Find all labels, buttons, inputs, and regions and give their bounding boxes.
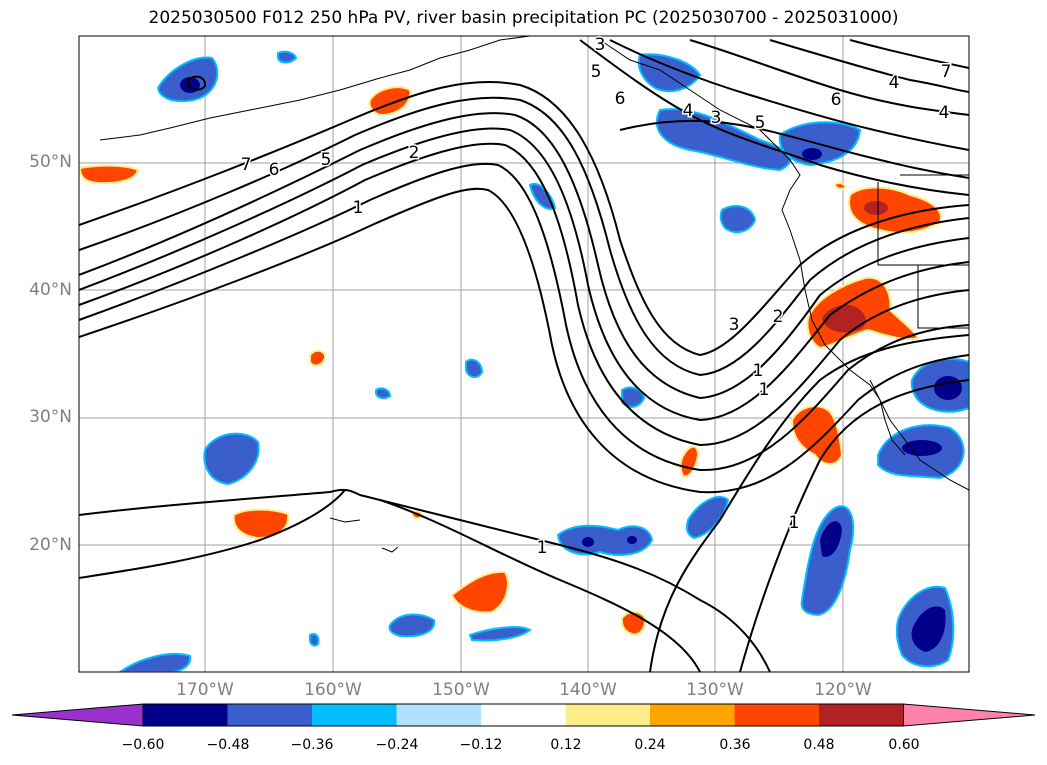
colorbar-tick-label: 0.60 [888, 737, 920, 753]
precip-negative-areas [118, 50, 969, 672]
contour-label: 1 [759, 380, 770, 400]
contour-label: 6 [615, 89, 626, 109]
contour-label: 4 [939, 103, 950, 123]
contour-label: 1 [537, 538, 548, 558]
lon-label-170w: 170°W [176, 680, 234, 700]
contour-label: 7 [941, 62, 952, 82]
contour-label: 6 [269, 160, 280, 180]
colorbar-tick-label: 0.36 [719, 737, 751, 753]
contour-label: 5 [591, 62, 602, 82]
pv-contours [79, 39, 969, 672]
colorbar-bin [565, 704, 651, 726]
lat-label-20n: 20°N [29, 535, 72, 555]
colorbar-extend-low [11, 703, 144, 727]
colorbar-bin [734, 704, 820, 726]
colorbar-bin [312, 704, 397, 726]
colorbar-tick-label: −0.36 [290, 737, 334, 753]
contour-label: 4 [683, 101, 694, 121]
contour-label: 2 [409, 143, 420, 163]
colorbar-bin [481, 704, 566, 726]
colorbar-outline [142, 703, 904, 727]
contour-label: 5 [321, 150, 332, 170]
lon-label-120w: 120°W [814, 680, 872, 700]
lon-label-130w: 130°W [686, 680, 744, 700]
colorbar-tick-label: 0.12 [550, 737, 582, 753]
contour-label: 3 [711, 108, 722, 128]
map-title: 2025030500 F012 250 hPa PV, river basin … [148, 8, 899, 28]
contour-label: 3 [595, 35, 606, 55]
colorbar-extend-high [903, 703, 1036, 727]
colorbar-tick-label: −0.48 [206, 737, 250, 753]
lat-label-30n: 30°N [29, 407, 72, 427]
contour-label: 1 [789, 513, 800, 533]
colorbar-bin [650, 704, 735, 726]
contour-label: 1 [353, 198, 364, 218]
contour-label: 2 [773, 307, 784, 327]
lat-label-40n: 40°N [29, 280, 72, 300]
colorbar-tick-label: −0.24 [375, 737, 419, 753]
lon-label-150w: 150°W [432, 680, 490, 700]
colorbar-bin [143, 704, 228, 726]
contour-label: 6 [831, 90, 842, 110]
colorbar-bin [819, 704, 904, 726]
contour-label: 4 [889, 73, 900, 93]
colorbar [11, 703, 1036, 727]
contour-label: 3 [729, 315, 740, 335]
lon-label-160w: 160°W [304, 680, 362, 700]
coastlines [99, 36, 969, 553]
contour-label: 7 [241, 155, 252, 175]
contour-label: 1 [753, 361, 764, 381]
colorbar-bin [227, 704, 313, 726]
lat-label-50n: 50°N [29, 152, 72, 172]
contour-label: 5 [755, 113, 766, 133]
colorbar-tick-label: −0.60 [121, 737, 165, 753]
colorbar-bin [396, 704, 482, 726]
colorbar-tick-label: 0.24 [634, 737, 666, 753]
colorbar-tick-label: 0.48 [803, 737, 835, 753]
lon-label-140w: 140°W [559, 680, 617, 700]
colorbar-tick-label: −0.12 [459, 737, 503, 753]
